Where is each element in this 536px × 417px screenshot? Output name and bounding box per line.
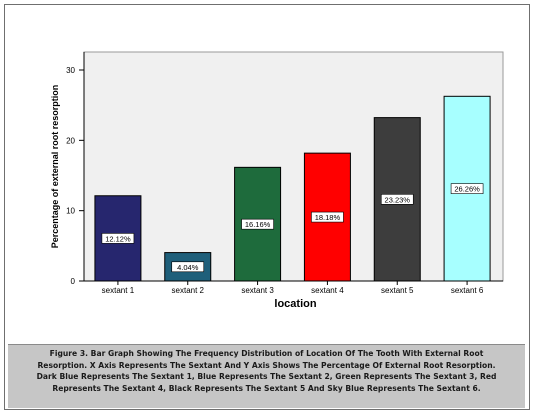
- y-axis-label: Percentage of external root resorption: [50, 85, 60, 249]
- data-label: 12.12%: [105, 234, 131, 243]
- bars: 12.12% 4.04% 16.16% 18.18% 23.23% 26.26%: [94, 95, 491, 282]
- x-tick-label: sextant 2: [172, 286, 205, 295]
- x-tick-label: sextant 6: [451, 286, 484, 295]
- x-tick-label: sextant 5: [381, 286, 414, 295]
- data-label-box: [380, 194, 414, 205]
- y-axis-ticks: 0 10 20 30: [66, 66, 84, 286]
- y-tick-label: 30: [66, 66, 75, 75]
- x-tick-label: sextant 3: [241, 286, 274, 295]
- data-label-box: [101, 233, 135, 244]
- caption-line-4: Represents The Sextant 4, Black Represen…: [52, 383, 481, 393]
- data-label-box: [450, 183, 484, 194]
- x-tick-label: sextant 4: [311, 286, 344, 295]
- y-tick-label: 20: [66, 136, 75, 145]
- caption-line-2: Resorption. X Axis Represents The Sextan…: [37, 360, 496, 370]
- x-axis-label: location: [274, 298, 316, 310]
- caption-line-1: Figure 3. Bar Graph Showing The Frequenc…: [49, 349, 484, 358]
- data-label: 26.26%: [454, 185, 480, 194]
- y-tick-label: 10: [66, 207, 75, 216]
- data-label: 18.18%: [315, 213, 341, 222]
- data-label-box: [171, 261, 205, 273]
- data-label-box: [241, 218, 274, 230]
- x-axis-ticks: sextant 1 sextant 2 sextant 3 sextant 4 sext…: [102, 281, 484, 295]
- x-tick-label: sextant 1: [102, 286, 135, 295]
- plot-area: [83, 51, 504, 282]
- caption-line-3: Dark Blue Represents The Sextant 1, Blue…: [36, 372, 497, 381]
- y-tick-label: 0: [71, 277, 76, 286]
- data-label: 16.16%: [245, 220, 271, 229]
- data-label: 23.23%: [385, 195, 411, 204]
- data-label-box: [311, 211, 344, 223]
- figure-caption: Figure 3. Bar Graph Showing The Frequenc…: [8, 344, 525, 408]
- data-label: 4.04%: [177, 263, 199, 272]
